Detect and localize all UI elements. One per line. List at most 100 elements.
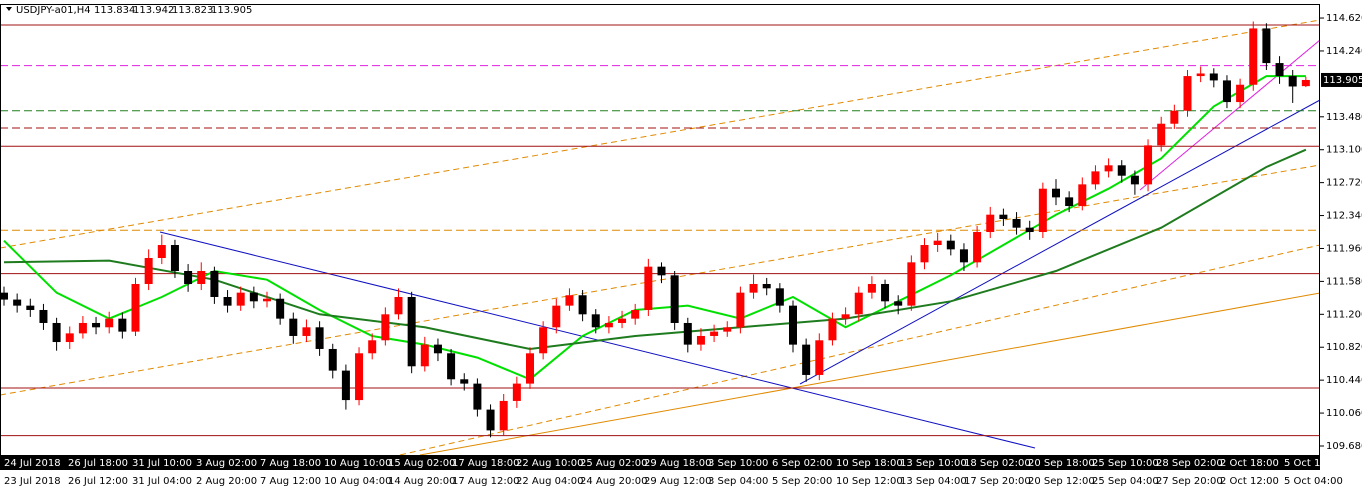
time-label-top: 31 Jul 10:00 xyxy=(132,458,192,469)
candle-body xyxy=(1222,80,1231,103)
candle-body xyxy=(0,292,8,300)
candle-body xyxy=(1157,123,1166,146)
time-label-bottom: 14 Aug 20:00 xyxy=(388,476,455,487)
candle-body xyxy=(473,383,482,410)
candle-body xyxy=(236,292,245,306)
candle-body xyxy=(52,322,61,343)
candle-body xyxy=(591,314,600,328)
candle-body xyxy=(526,353,534,384)
candle-body xyxy=(381,314,390,341)
time-label-top: 13 Sep 10:00 xyxy=(900,458,967,469)
candle-body xyxy=(170,245,179,271)
candle-body xyxy=(973,232,982,263)
candle-body xyxy=(946,240,955,250)
candle-body xyxy=(920,245,929,263)
y-tick-label: 110.440 xyxy=(1326,375,1362,386)
channel-line xyxy=(0,19,1321,249)
time-label-top: 10 Aug 10:00 xyxy=(324,458,391,469)
ohlc-open: 113.834 xyxy=(94,5,135,16)
time-label-bottom: 10 Aug 04:00 xyxy=(324,476,391,487)
time-label-bottom: 5 Sep 20:00 xyxy=(772,476,832,487)
candle-body xyxy=(302,327,311,336)
time-label-bottom: 20 Sep 12:00 xyxy=(1028,476,1095,487)
time-label-top: 6 Sep 02:00 xyxy=(772,458,832,469)
time-label-bottom: 3 Sep 04:00 xyxy=(708,476,768,487)
candle-body xyxy=(249,292,258,302)
candle-body xyxy=(118,318,127,332)
candle-body xyxy=(1288,76,1297,87)
candle-body xyxy=(26,305,35,310)
candle-body xyxy=(1117,165,1126,176)
candle-body xyxy=(828,318,837,341)
time-label-top: 26 Jul 18:00 xyxy=(68,458,128,469)
time-label-bottom: 23 Jul 2018 xyxy=(4,476,61,487)
time-label-top: 24 Jul 2018 xyxy=(4,458,61,469)
ohlc-high: 113.942 xyxy=(133,5,174,16)
candle-body xyxy=(894,301,903,306)
channel-line xyxy=(419,292,1321,456)
candle-body xyxy=(263,298,271,302)
candle-body xyxy=(1249,28,1258,85)
candle-body xyxy=(289,318,298,336)
time-label-bottom: 31 Jul 04:00 xyxy=(132,476,192,487)
candle-body xyxy=(552,305,561,328)
candle-body xyxy=(486,409,495,431)
time-label-top: 3 Sep 10:00 xyxy=(708,458,768,469)
candle-body xyxy=(407,296,416,367)
price-box-label: 113.905 xyxy=(1323,75,1362,86)
time-label-top: 22 Aug 10:00 xyxy=(516,458,583,469)
y-tick-label: 112.340 xyxy=(1326,211,1362,222)
time-label-bottom: 25 Sep 04:00 xyxy=(1092,476,1159,487)
y-tick-label: 109.680 xyxy=(1326,441,1362,452)
candle-body xyxy=(512,383,521,401)
time-label-top: 3 Aug 02:00 xyxy=(196,458,257,469)
candle-body xyxy=(631,309,640,319)
candle-body xyxy=(355,353,364,401)
candle-body xyxy=(775,288,784,306)
candle-body xyxy=(1301,79,1310,87)
menu-arrow[interactable] xyxy=(6,7,12,11)
time-label-top: 5 Oct 10 xyxy=(1284,458,1327,469)
candle-body xyxy=(39,309,48,323)
candle-body xyxy=(604,322,613,328)
candle-body xyxy=(539,327,548,354)
time-label-bottom: 5 Oct 04:00 xyxy=(1284,476,1343,487)
y-tick-label: 111.580 xyxy=(1326,276,1362,287)
time-label-top: 18 Sep 02:00 xyxy=(964,458,1031,469)
candle-body xyxy=(578,295,587,315)
candle-body xyxy=(618,318,627,323)
channel-line xyxy=(399,244,1321,456)
candle-body xyxy=(867,283,876,293)
candle-body xyxy=(710,331,719,336)
candle-body xyxy=(881,283,890,302)
candle-body xyxy=(223,296,232,306)
candle-body xyxy=(815,340,824,375)
candle-body xyxy=(276,298,285,319)
candle-body xyxy=(1144,145,1153,185)
time-label-bottom: 17 Sep 20:00 xyxy=(964,476,1031,487)
candle-body xyxy=(105,318,114,328)
channel-line xyxy=(0,164,1321,396)
price-box xyxy=(1321,72,1362,87)
candle-body xyxy=(723,327,732,332)
time-label-top: 2 Oct 18:00 xyxy=(1220,458,1279,469)
time-label-top: 25 Sep 10:00 xyxy=(1092,458,1159,469)
candle-body xyxy=(13,299,22,306)
candle-body xyxy=(368,340,377,354)
candle-body xyxy=(92,322,101,328)
y-tick-label: 113.480 xyxy=(1326,112,1362,123)
time-label-bottom: 17 Aug 12:00 xyxy=(452,476,519,487)
time-label-bottom: 29 Aug 12:00 xyxy=(644,476,711,487)
candle-body xyxy=(657,266,666,276)
candle-body xyxy=(1170,110,1179,124)
y-tick-label: 114.620 xyxy=(1326,13,1362,24)
candle-body xyxy=(696,335,705,345)
candle-body xyxy=(341,370,350,401)
candle-body xyxy=(854,292,863,315)
candle-body xyxy=(959,249,968,263)
plot-area xyxy=(0,19,1321,456)
candle-body xyxy=(933,240,942,246)
time-label-bottom: 26 Jul 12:00 xyxy=(68,476,128,487)
